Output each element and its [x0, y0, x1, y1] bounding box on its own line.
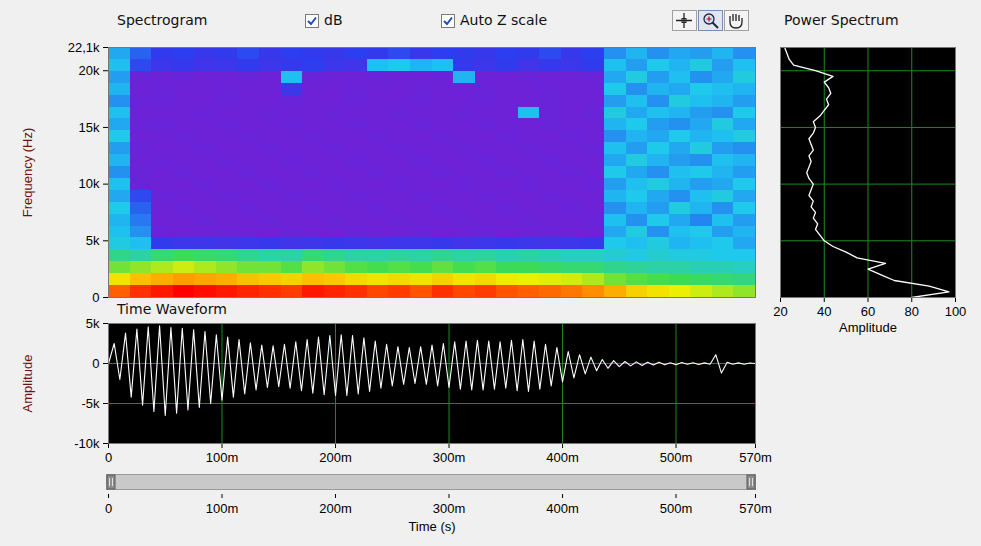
svg-text:100: 100	[945, 304, 967, 319]
svg-text:5k: 5k	[86, 233, 100, 248]
svg-text:300m: 300m	[433, 501, 466, 516]
svg-text:200m: 200m	[319, 501, 352, 516]
svg-text:200m: 200m	[319, 450, 352, 465]
svg-text:500m: 500m	[660, 450, 693, 465]
html-text:Power Spectrum: Power Spectrum	[784, 12, 899, 28]
svg-text:40: 40	[817, 304, 831, 319]
svg-text:-10k: -10k	[74, 436, 100, 451]
html-text:dB: dB	[324, 12, 343, 28]
svg-text:0: 0	[92, 356, 99, 371]
svg-text:10k: 10k	[79, 176, 100, 191]
svg-text:0: 0	[105, 450, 112, 465]
svg-text:570m: 570m	[739, 501, 772, 516]
svg-text:60: 60	[861, 304, 875, 319]
svg-text:0: 0	[92, 290, 99, 305]
svg-text:Time (s): Time (s)	[408, 519, 455, 534]
svg-text:Frequency (Hz): Frequency (Hz)	[20, 128, 35, 218]
svg-text:80: 80	[905, 304, 919, 319]
svg-text:Amplitude: Amplitude	[20, 355, 35, 413]
svg-text:500m: 500m	[660, 501, 693, 516]
svg-text:Amplitude: Amplitude	[839, 320, 897, 335]
svg-text:400m: 400m	[546, 501, 579, 516]
svg-text:400m: 400m	[546, 450, 579, 465]
svg-text:22,1k: 22,1k	[68, 40, 100, 55]
svg-text:100m: 100m	[206, 450, 239, 465]
svg-text:570m: 570m	[739, 450, 772, 465]
svg-text:300m: 300m	[433, 450, 466, 465]
html-text:Time Waveform: Time Waveform	[117, 301, 227, 317]
svg-text:20: 20	[773, 304, 787, 319]
svg-text:20k: 20k	[79, 63, 100, 78]
svg-text:5k: 5k	[86, 316, 100, 331]
svg-text:-5k: -5k	[81, 396, 100, 411]
svg-text:100m: 100m	[206, 501, 239, 516]
html-text:Spectrogram: Spectrogram	[117, 12, 208, 28]
html-text:Auto Z scale: Auto Z scale	[460, 12, 548, 28]
svg-text:15k: 15k	[79, 120, 100, 135]
svg-text:0: 0	[105, 501, 112, 516]
